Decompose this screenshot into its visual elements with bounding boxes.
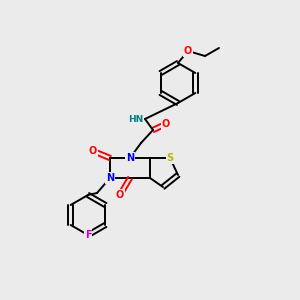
Text: O: O xyxy=(184,46,192,56)
Text: HN: HN xyxy=(128,115,143,124)
Text: O: O xyxy=(116,190,124,200)
Text: F: F xyxy=(85,230,91,240)
Text: N: N xyxy=(106,173,114,183)
Text: N: N xyxy=(126,153,134,163)
Text: O: O xyxy=(89,146,97,156)
Text: S: S xyxy=(167,153,174,163)
Text: O: O xyxy=(162,119,170,129)
